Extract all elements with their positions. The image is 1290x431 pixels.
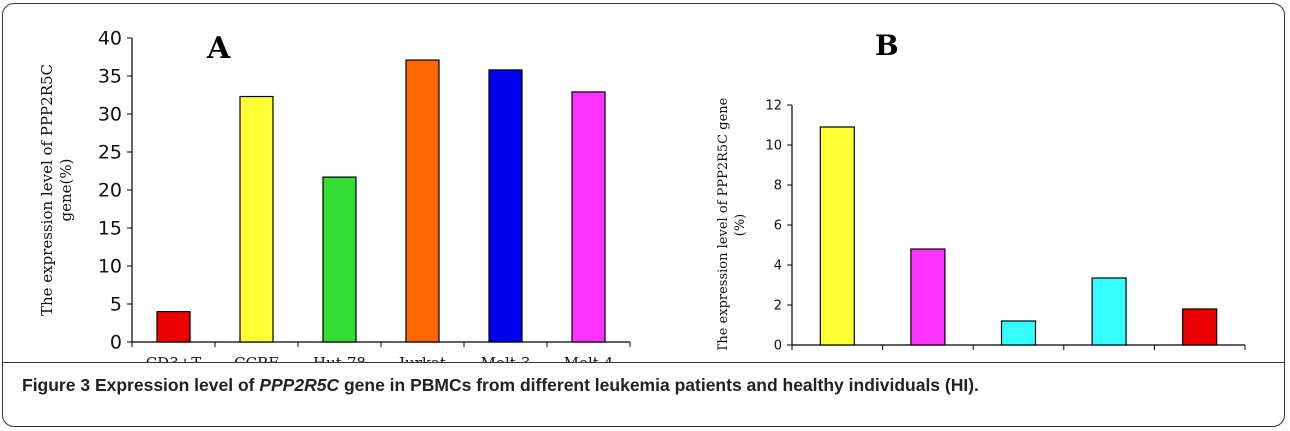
caption-post: gene in PBMCs from different leukemia pa… [339, 375, 979, 395]
bar-a-cd3-t [156, 311, 191, 343]
figure-caption: Figure 3 Expression level of PPP2R5C gen… [22, 375, 1272, 396]
caption-label: Figure 3 [22, 375, 91, 395]
y-tick-label-a: 20 [98, 180, 122, 202]
y-tick-label-a: 15 [98, 218, 122, 240]
bar-a-jurkat [405, 59, 440, 343]
y-axis-label-line2-a: gene(%) [57, 159, 75, 222]
y-tick-label-b: 8 [774, 179, 782, 194]
x-tick-label-a: CCRF [234, 354, 279, 363]
y-tick-label-a: 0 [110, 332, 122, 354]
caption-gene: PPP2R5C [259, 375, 340, 395]
y-tick-label-b: 2 [774, 299, 782, 314]
caption-divider [2, 362, 1285, 363]
y-tick-label-a: 5 [110, 294, 122, 316]
bar-b-nb4 [910, 248, 946, 346]
y-tick-label-a: 10 [98, 256, 122, 278]
y-tick-label-a: 25 [98, 142, 122, 164]
y-tick-label-a: 40 [98, 28, 122, 50]
x-tick-label-a: Molt-3 [481, 354, 531, 363]
bar-b-raji [1000, 320, 1037, 346]
bar-a-ccrf [239, 95, 274, 343]
y-tick-label-a: 35 [98, 66, 122, 88]
caption-pre: Expression level of [94, 375, 260, 395]
chart-a: 0 5 10 15 20 25 30 35 40 CD3+T CCRF Hut-78 Jurkat Mol… [38, 28, 631, 363]
bar-b-daudi [1091, 277, 1127, 346]
y-axis-label-line2-b: (%) [733, 214, 748, 237]
y-tick-label-b: 6 [774, 219, 782, 234]
y-axis-label-b: The expression level of PPP2R5C gene (%) [716, 97, 748, 350]
y-axis-label-line1-a: The expression level of PPP2R5C [38, 64, 56, 316]
y-axis-label-a: The expression level of PPP2R5C gene(%) [38, 64, 75, 316]
x-tick-label-a: Hut-78 [313, 354, 366, 363]
x-tick-label-a: Molt-4 [564, 354, 614, 363]
bar-b-hi [1182, 308, 1218, 346]
bar-a-molt-4 [571, 91, 606, 343]
y-tick-label-a: 30 [98, 104, 122, 126]
y-tick-label-b: 12 [765, 99, 782, 114]
y-tick-label-b: 0 [774, 339, 782, 350]
y-tick-label-b: 4 [774, 259, 782, 274]
bar-a-molt-3 [488, 69, 523, 343]
y-axis-label-line1-b: The expression level of PPP2R5C gene [716, 97, 731, 350]
bar-b-k562 [819, 126, 855, 346]
y-tick-label-b: 10 [765, 139, 782, 154]
chart-b: 024681012K562NB4RajiDaudiHIBThe expressi… [716, 30, 1246, 350]
panel-title-b: B [875, 30, 899, 62]
bar-a-hut-78 [322, 176, 357, 343]
figure-frame [2, 3, 1285, 427]
x-tick-label-a: Jurkat [397, 354, 446, 363]
x-tick-label-a: CD3+T [146, 354, 202, 363]
panel-title-a: A [206, 31, 231, 66]
